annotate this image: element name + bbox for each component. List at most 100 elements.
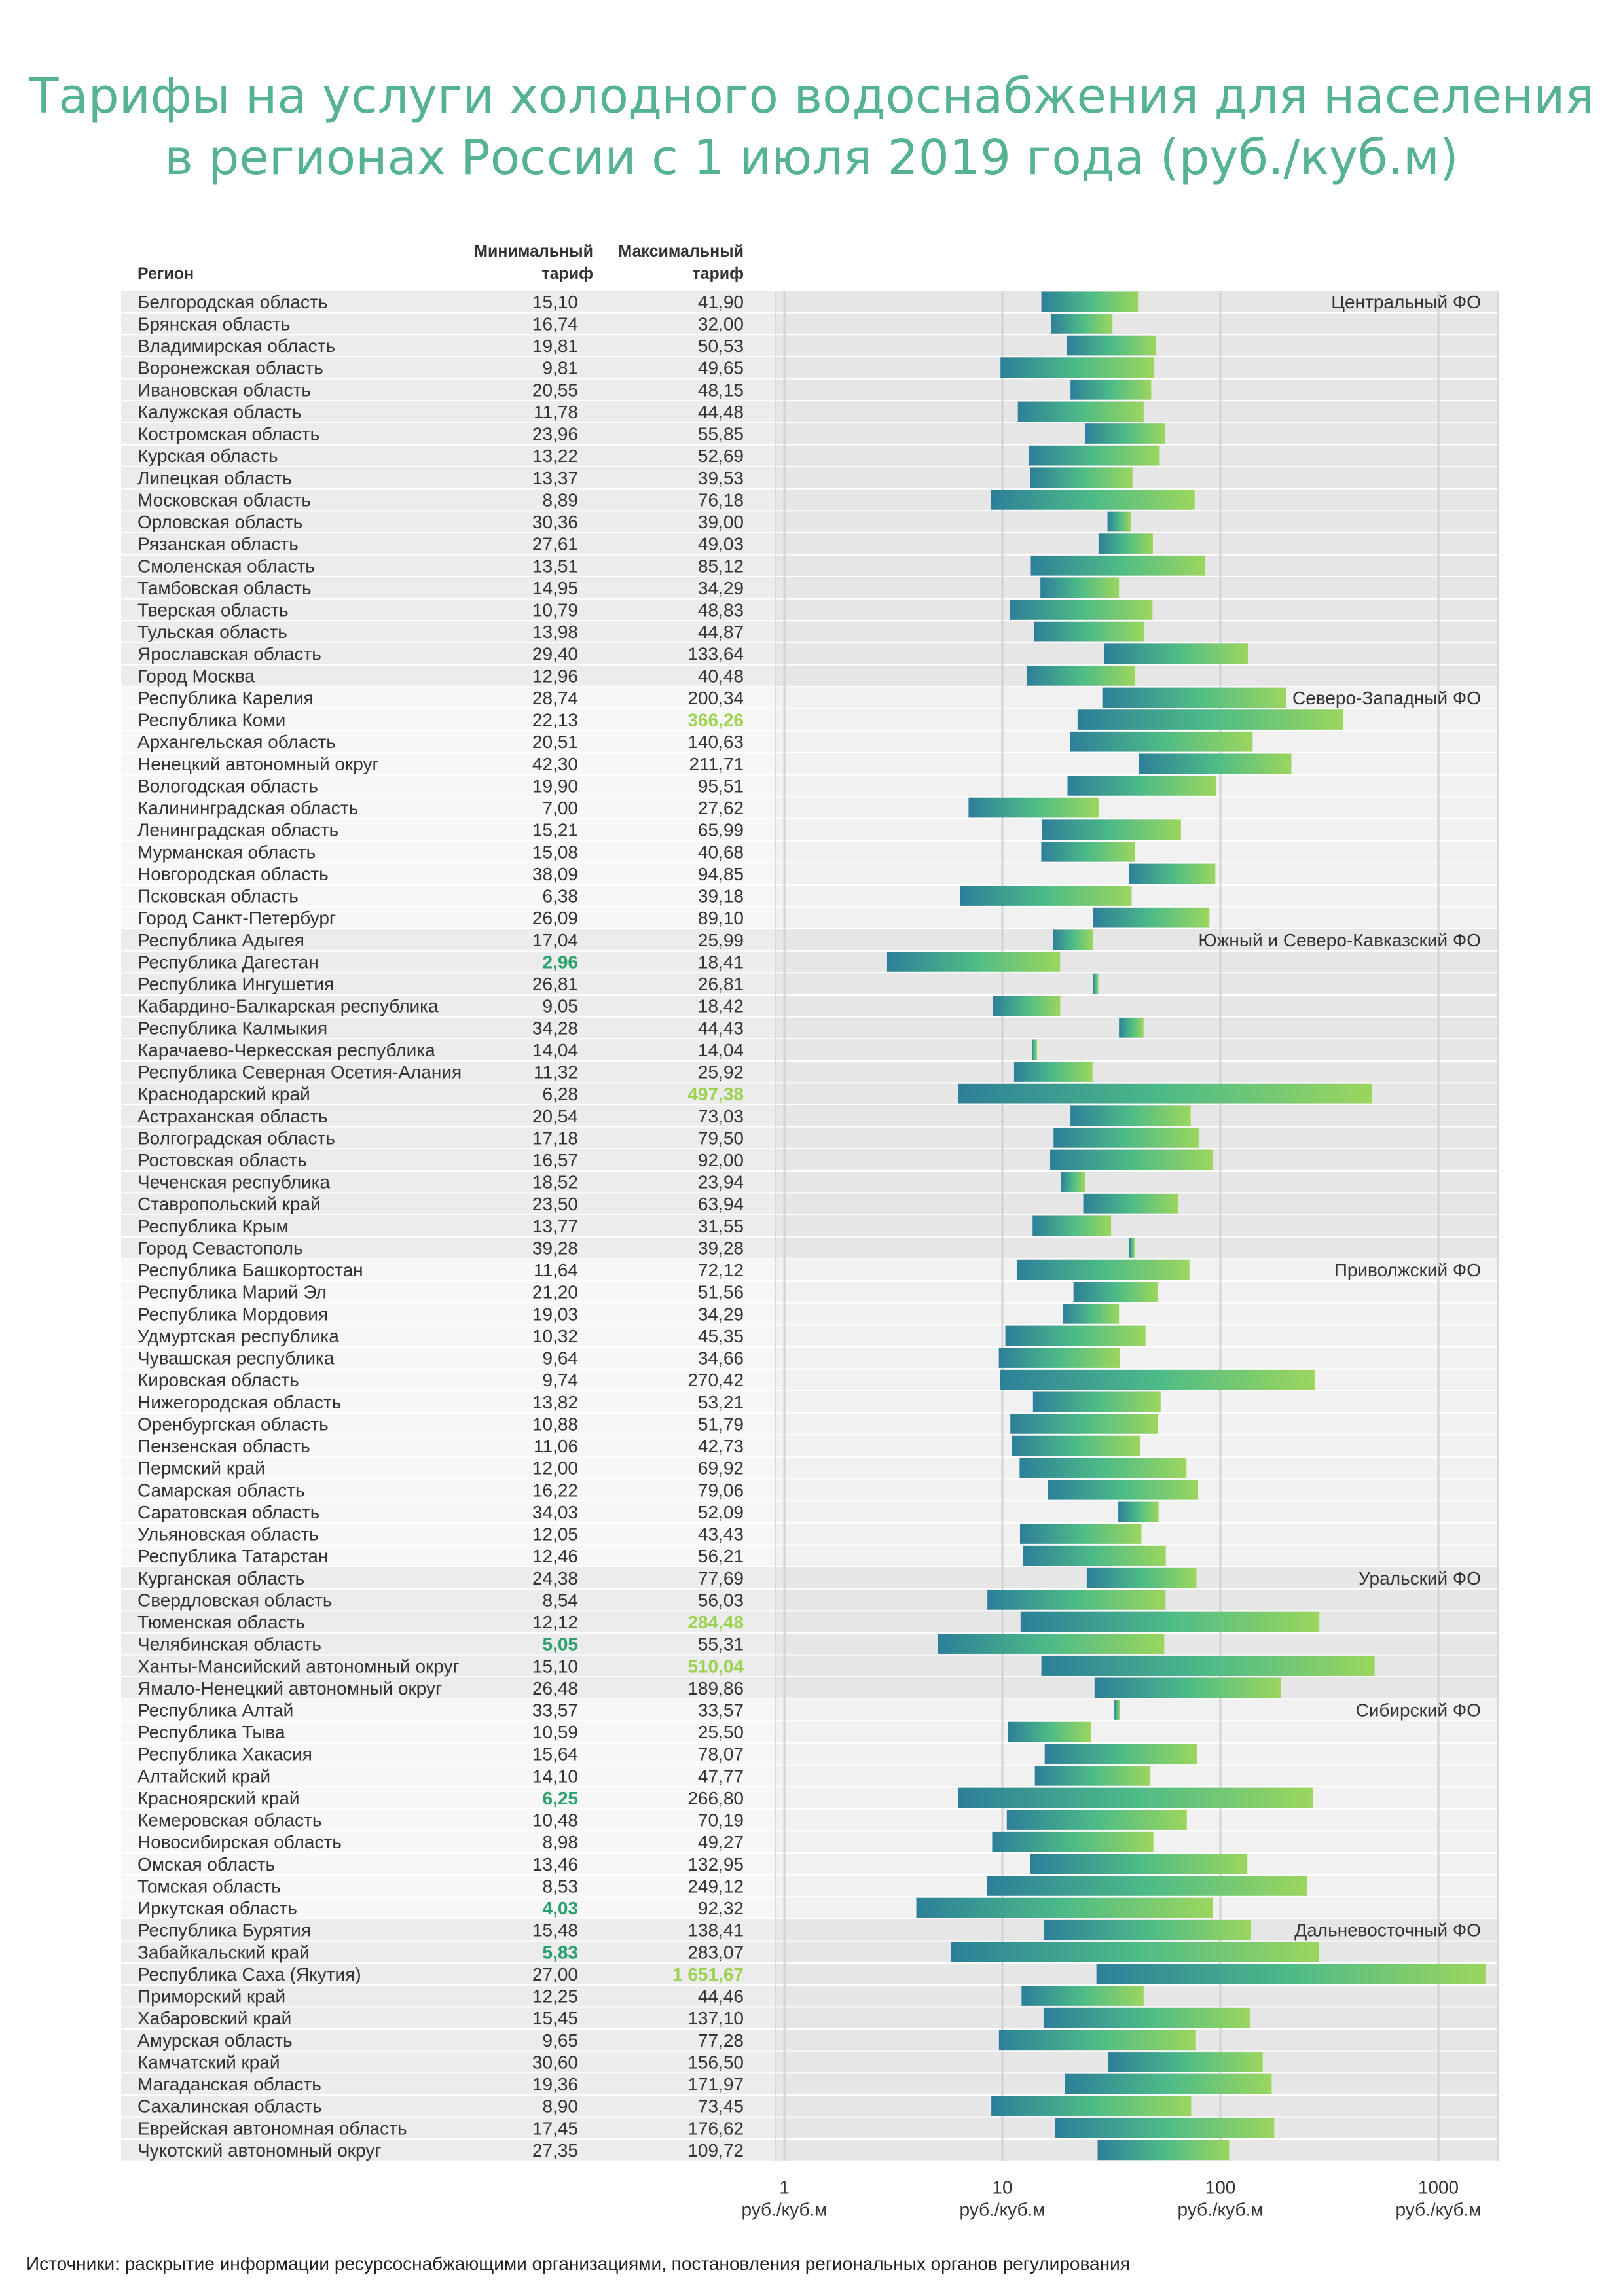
region-name: Республика Бурятия bbox=[137, 1920, 311, 1941]
region-name: Курганская область bbox=[137, 1568, 304, 1588]
max-tariff: 49,27 bbox=[698, 1832, 744, 1852]
region-name: Архангельская область bbox=[137, 732, 336, 752]
tariff-range-bar bbox=[1093, 973, 1099, 994]
min-tariff: 15,64 bbox=[532, 1744, 578, 1765]
min-tariff: 19,03 bbox=[532, 1304, 578, 1324]
max-tariff: 109,72 bbox=[687, 2140, 744, 2161]
tariff-range-bar bbox=[1030, 467, 1133, 488]
max-tariff: 79,50 bbox=[698, 1128, 744, 1148]
x-tick-label: 10 bbox=[992, 2178, 1012, 2198]
max-tariff: 171,97 bbox=[687, 2074, 744, 2094]
region-name: Ленинградская область bbox=[137, 820, 338, 840]
min-tariff: 15,10 bbox=[532, 292, 578, 312]
max-tariff: 133,64 bbox=[687, 644, 744, 664]
min-tariff: 30,60 bbox=[532, 2052, 578, 2072]
region-name: Республика Татарстан bbox=[137, 1546, 328, 1566]
max-tariff: 39,28 bbox=[698, 1238, 744, 1258]
tariff-range-bar bbox=[1055, 2117, 1275, 2138]
tariff-range-bar bbox=[938, 1634, 1165, 1654]
region-name: Республика Марий Эл bbox=[137, 1282, 327, 1302]
max-tariff: 69,92 bbox=[698, 1458, 744, 1479]
max-tariff: 366,26 bbox=[687, 710, 744, 730]
tariff-range-bar bbox=[1016, 1259, 1190, 1280]
tariff-range-bar bbox=[1094, 1677, 1281, 1698]
max-tariff: 33,57 bbox=[698, 1700, 744, 1720]
region-name: Ямало-Ненецкий автономный округ bbox=[137, 1678, 442, 1698]
tariff-range-bar bbox=[1139, 753, 1292, 774]
min-tariff: 15,48 bbox=[532, 1920, 578, 1941]
min-tariff: 8,98 bbox=[543, 1832, 579, 1852]
region-name: Город Санкт-Петербург bbox=[137, 908, 336, 928]
min-tariff: 39,28 bbox=[532, 1238, 578, 1258]
min-tariff: 33,57 bbox=[532, 1700, 578, 1720]
region-name: Республика Хакасия bbox=[137, 1744, 312, 1765]
region-name: Республика Ингушетия bbox=[137, 974, 334, 994]
region-name: Астраханская область bbox=[137, 1106, 327, 1126]
region-name: Оренбургская область bbox=[137, 1414, 329, 1434]
min-tariff: 16,57 bbox=[532, 1150, 578, 1170]
region-name: Курская область bbox=[137, 446, 278, 466]
region-name: Еврейская автономная область bbox=[137, 2118, 407, 2138]
min-column-header-line-2: тариф bbox=[541, 264, 593, 283]
tariff-range-bar bbox=[1070, 379, 1152, 400]
tariff-range-bar bbox=[1061, 1172, 1085, 1192]
max-tariff: 48,83 bbox=[698, 600, 744, 620]
region-name: Калужская область bbox=[137, 402, 301, 422]
min-tariff: 9,05 bbox=[543, 996, 579, 1016]
min-tariff: 6,25 bbox=[543, 1788, 579, 1808]
region-name: Московская область bbox=[137, 490, 311, 510]
tariff-range-bar bbox=[1050, 1149, 1213, 1170]
region-name: Республика Северная Осетия-Алания bbox=[137, 1062, 462, 1083]
max-tariff: 23,94 bbox=[698, 1172, 744, 1193]
min-tariff: 34,28 bbox=[532, 1018, 578, 1038]
tariff-range-bar bbox=[1021, 1986, 1144, 2006]
max-tariff: 65,99 bbox=[698, 820, 744, 840]
max-tariff: 44,48 bbox=[698, 402, 744, 422]
min-tariff: 12,05 bbox=[532, 1524, 578, 1545]
max-tariff: 72,12 bbox=[698, 1260, 744, 1280]
min-tariff: 27,35 bbox=[532, 2140, 578, 2161]
district-label: Центральный ФО bbox=[1331, 292, 1481, 312]
min-tariff: 17,45 bbox=[532, 2118, 578, 2138]
tariff-range-bar bbox=[1118, 1501, 1159, 1522]
min-tariff: 30,36 bbox=[532, 512, 578, 532]
min-tariff: 12,12 bbox=[532, 1612, 578, 1632]
region-name: Республика Коми bbox=[137, 710, 285, 730]
region-name: Кабардино-Балкарская республика bbox=[137, 996, 439, 1016]
tariff-range-bar bbox=[1096, 1964, 1486, 1984]
region-name: Кировская область bbox=[137, 1370, 299, 1390]
tariff-range-bar bbox=[1030, 1854, 1248, 1874]
max-tariff: 50,53 bbox=[698, 336, 744, 356]
region-name: Тамбовская область bbox=[137, 578, 312, 598]
tariff-range-bar bbox=[1053, 929, 1093, 950]
max-tariff: 51,56 bbox=[698, 1282, 744, 1302]
tariff-range-bar bbox=[1114, 1700, 1120, 1720]
max-tariff: 39,18 bbox=[698, 886, 744, 906]
max-tariff: 56,03 bbox=[698, 1590, 744, 1610]
x-tick-label: 100 bbox=[1205, 2178, 1236, 2198]
tariff-range-bar bbox=[1019, 1458, 1187, 1478]
tariff-range-bar bbox=[1030, 555, 1205, 576]
min-tariff: 2,96 bbox=[543, 952, 579, 972]
min-tariff: 14,10 bbox=[532, 1766, 578, 1786]
region-name: Тверская область bbox=[137, 600, 289, 620]
region-name: Костромская область bbox=[137, 424, 319, 444]
max-tariff: 45,35 bbox=[698, 1326, 744, 1346]
min-tariff: 15,45 bbox=[532, 2008, 578, 2028]
chart-title-line-1: Тарифы на услуги холодного водоснабжения… bbox=[29, 68, 1594, 124]
min-tariff: 27,61 bbox=[532, 534, 578, 554]
tariff-range-bar bbox=[1070, 731, 1253, 752]
max-tariff: 95,51 bbox=[698, 776, 744, 796]
tariff-range-bar bbox=[1029, 445, 1160, 466]
max-tariff: 85,12 bbox=[698, 556, 744, 576]
min-tariff: 34,03 bbox=[532, 1502, 578, 1522]
max-tariff: 31,55 bbox=[698, 1216, 744, 1236]
max-tariff: 34,29 bbox=[698, 1304, 744, 1324]
region-name: Камчатский край bbox=[137, 2052, 280, 2072]
tariff-range-bar bbox=[992, 1831, 1154, 1852]
x-axis: 1руб./куб.м10руб./куб.м100руб./куб.м1000… bbox=[741, 2178, 1481, 2220]
max-tariff: 52,69 bbox=[698, 446, 744, 466]
min-tariff: 12,96 bbox=[532, 666, 578, 686]
max-tariff: 56,21 bbox=[698, 1546, 744, 1566]
max-tariff: 55,31 bbox=[698, 1634, 744, 1655]
